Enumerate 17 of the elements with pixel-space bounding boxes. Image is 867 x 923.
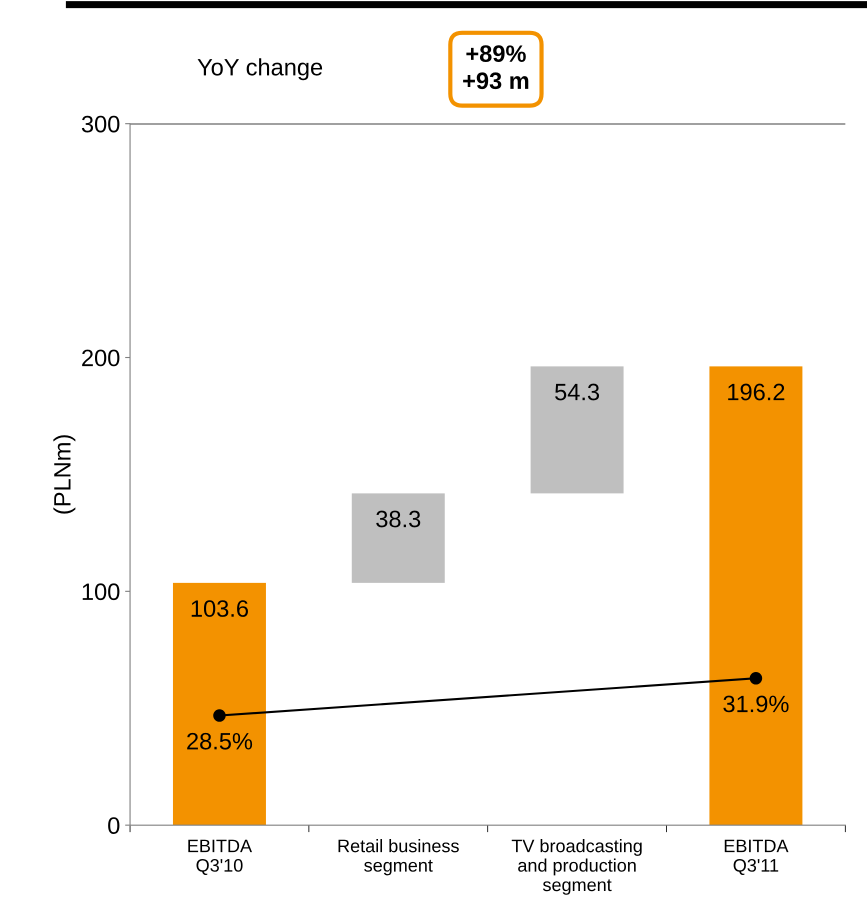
y-tick-label: 100 xyxy=(82,583,120,600)
y-tick-label: 0 xyxy=(108,817,120,834)
text: +89% +93 m xyxy=(463,45,528,90)
y-tick-label: 300 xyxy=(82,116,120,132)
y-tick-label: 200 xyxy=(82,350,120,366)
data-label: 28.5% xyxy=(187,732,252,750)
x-tick-label: Retail business segment xyxy=(338,839,459,876)
x-tick-label: EBITDA Q3'10 xyxy=(188,840,252,875)
data-label: 54.3 xyxy=(555,384,600,400)
data-label: 196.2 xyxy=(728,384,784,400)
data-label: 103.6 xyxy=(192,600,248,617)
x-tick-label: EBITDA Q3'11 xyxy=(724,840,788,875)
data-label: 38.3 xyxy=(376,510,420,528)
y-axis-title: (PLNm) xyxy=(53,435,76,514)
x-tick-label: TV broadcasting and production segment xyxy=(512,839,642,895)
data-label: 31.9% xyxy=(723,696,789,712)
text: YoY change xyxy=(198,58,322,80)
